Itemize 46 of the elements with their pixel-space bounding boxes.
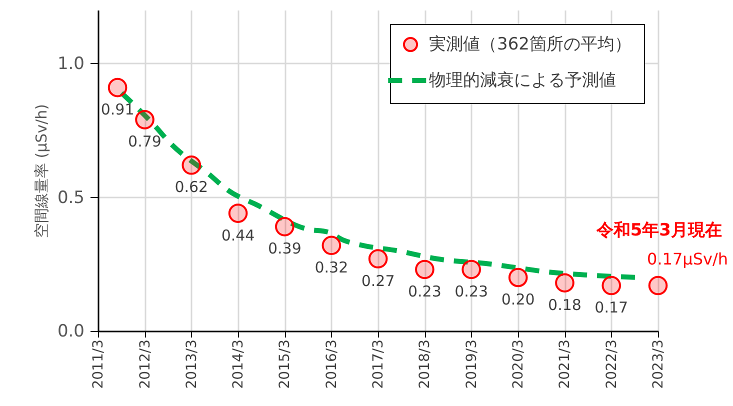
annotation: 令和5年3月現在 <box>595 220 722 241</box>
data-label: 0.23 <box>408 282 442 300</box>
y-tick-label: 0.5 <box>57 188 84 208</box>
data-label: 0.32 <box>314 258 348 276</box>
y-tick-label: 1.0 <box>57 54 84 74</box>
annotation: 0.17μSv/h <box>647 250 728 269</box>
data-label: 0.91 <box>100 100 134 119</box>
legend-label: 実測値（362箇所の平均） <box>429 34 632 54</box>
point <box>135 110 154 130</box>
x-tick-label: 2011/3 <box>90 340 106 389</box>
x-tick-label: 2022/3 <box>604 340 620 389</box>
point <box>508 268 528 288</box>
x-tick-label: 2021/3 <box>557 340 574 389</box>
legend-label: 物理的減衰による予測値 <box>429 70 616 90</box>
point <box>275 217 294 236</box>
data-label: 0.44 <box>221 226 255 244</box>
x-tick-label: 2019/3 <box>464 340 480 389</box>
data-label: 0.20 <box>501 290 535 308</box>
data-label: 0.27 <box>361 272 395 290</box>
x-tick-label: 2014/3 <box>230 340 247 389</box>
point <box>602 276 622 296</box>
data-label: 0.62 <box>174 178 208 196</box>
data-label: 0.23 <box>454 282 488 300</box>
x-tick-label: 2018/3 <box>417 340 434 389</box>
data-label: 0.17 <box>594 298 628 317</box>
point <box>415 260 434 280</box>
point <box>108 78 128 98</box>
x-tick-label: 2023/3 <box>650 340 666 389</box>
x-tick-label: 2016/3 <box>324 340 340 389</box>
point <box>322 236 342 256</box>
data-label: 0.18 <box>548 296 582 314</box>
x-tick-label: 2020/3 <box>510 340 527 389</box>
point <box>555 273 574 292</box>
x-tick-label: 2012/3 <box>137 340 154 389</box>
x-tick-label: 2017/3 <box>370 340 387 389</box>
y-tick-label: 0.0 <box>57 322 84 342</box>
point <box>228 204 248 223</box>
data-label: 0.39 <box>268 240 302 258</box>
point <box>368 249 388 268</box>
data-label: 0.79 <box>128 132 162 151</box>
y-axis-title: 空間線量率 (μSv/h) <box>32 104 50 238</box>
point <box>462 260 481 280</box>
x-tick-label: 2013/3 <box>184 340 200 389</box>
point <box>648 276 668 296</box>
x-tick-label: 2015/3 <box>277 340 294 389</box>
point <box>182 156 202 175</box>
